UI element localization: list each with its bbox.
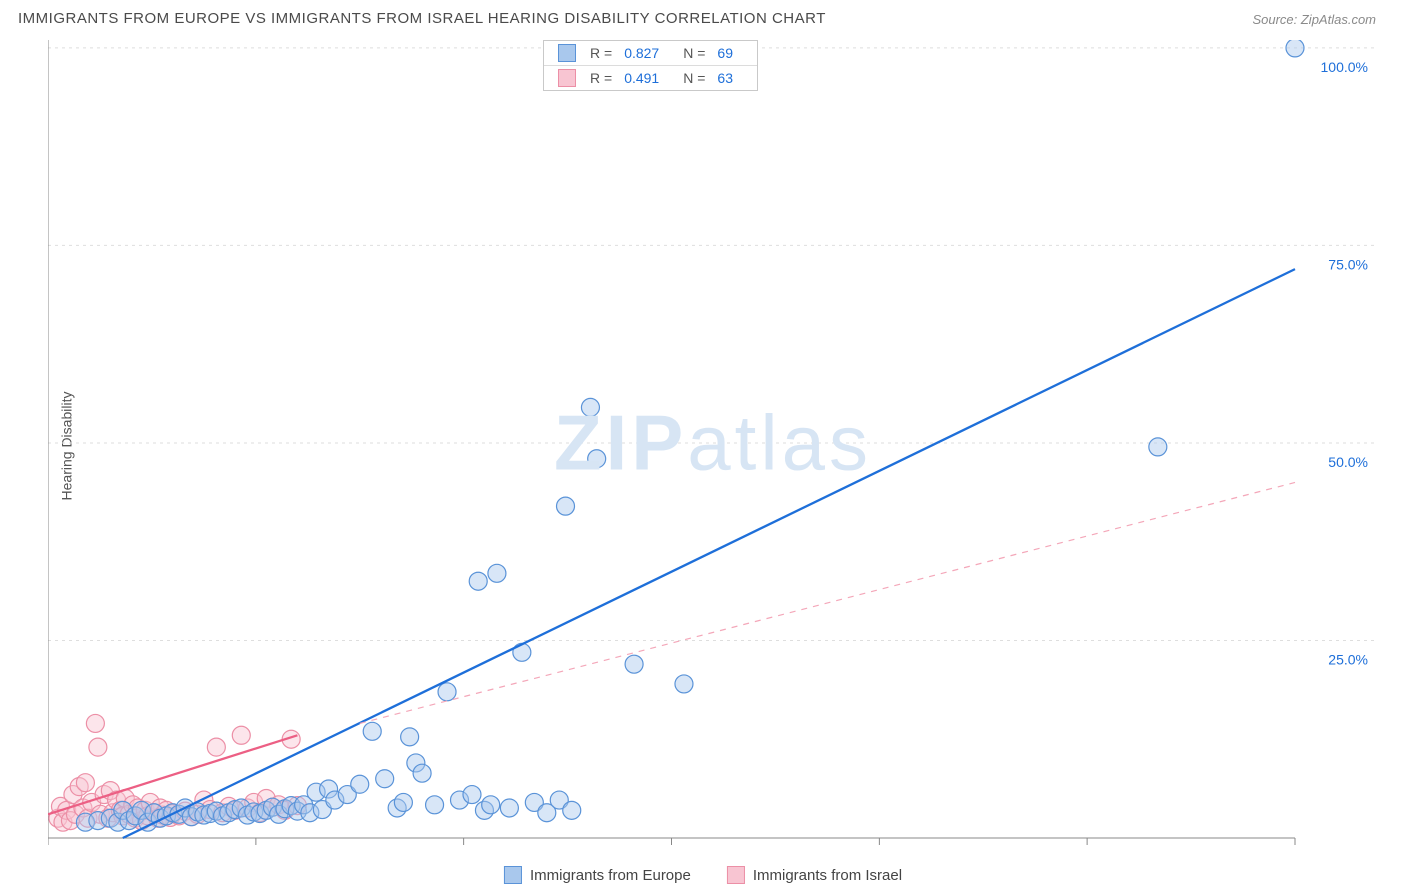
n-label: N =: [683, 70, 705, 86]
legend-item: Immigrants from Israel: [727, 866, 902, 884]
chart-svg: 25.0%50.0%75.0%100.0%0.0%100.0%: [48, 40, 1378, 845]
data-point: [581, 398, 599, 416]
source-attribution: Source: ZipAtlas.com: [1252, 12, 1376, 27]
data-point: [482, 796, 500, 814]
data-point: [563, 801, 581, 819]
data-point: [488, 564, 506, 582]
data-point: [625, 655, 643, 673]
data-point: [469, 572, 487, 590]
legend-item: Immigrants from Europe: [504, 866, 691, 884]
y-tick-label: 50.0%: [1328, 454, 1368, 470]
plot-area: ZIPatlas 25.0%50.0%75.0%100.0%0.0%100.0%: [48, 40, 1378, 845]
n-value: 63: [717, 70, 733, 86]
y-tick-label: 75.0%: [1328, 256, 1368, 272]
data-point: [351, 775, 369, 793]
r-label: R =: [590, 45, 612, 61]
data-point: [232, 726, 250, 744]
legend-swatch: [727, 866, 745, 884]
data-point: [500, 799, 518, 817]
chart-title: IMMIGRANTS FROM EUROPE VS IMMIGRANTS FRO…: [18, 10, 826, 27]
data-point: [513, 643, 531, 661]
regression-line: [123, 269, 1295, 838]
correlation-legend: R = 0.827 N = 69 R = 0.491 N = 63: [543, 40, 758, 91]
legend-label: Immigrants from Israel: [753, 867, 902, 884]
data-point: [401, 728, 419, 746]
legend-row: R = 0.491 N = 63: [544, 65, 757, 90]
data-point: [394, 793, 412, 811]
legend-swatch: [558, 69, 576, 87]
y-tick-label: 25.0%: [1328, 651, 1368, 667]
data-point: [463, 786, 481, 804]
data-point: [89, 738, 107, 756]
data-point: [426, 796, 444, 814]
data-point: [1286, 40, 1304, 57]
data-point: [76, 774, 94, 792]
regression-dashed: [360, 482, 1295, 723]
data-point: [438, 683, 456, 701]
r-label: R =: [590, 70, 612, 86]
data-point: [86, 714, 104, 732]
n-label: N =: [683, 45, 705, 61]
r-value: 0.827: [624, 45, 659, 61]
data-point: [363, 722, 381, 740]
data-point: [557, 497, 575, 515]
data-point: [376, 770, 394, 788]
r-value: 0.491: [624, 70, 659, 86]
data-point: [675, 675, 693, 693]
legend-swatch: [558, 44, 576, 62]
data-point: [207, 738, 225, 756]
data-point: [413, 764, 431, 782]
legend-label: Immigrants from Europe: [530, 867, 691, 884]
series-legend: Immigrants from Europe Immigrants from Is…: [504, 866, 902, 884]
data-point: [588, 450, 606, 468]
data-point: [1149, 438, 1167, 456]
y-tick-label: 100.0%: [1321, 59, 1368, 75]
n-value: 69: [717, 45, 733, 61]
legend-swatch: [504, 866, 522, 884]
legend-row: R = 0.827 N = 69: [544, 41, 757, 65]
